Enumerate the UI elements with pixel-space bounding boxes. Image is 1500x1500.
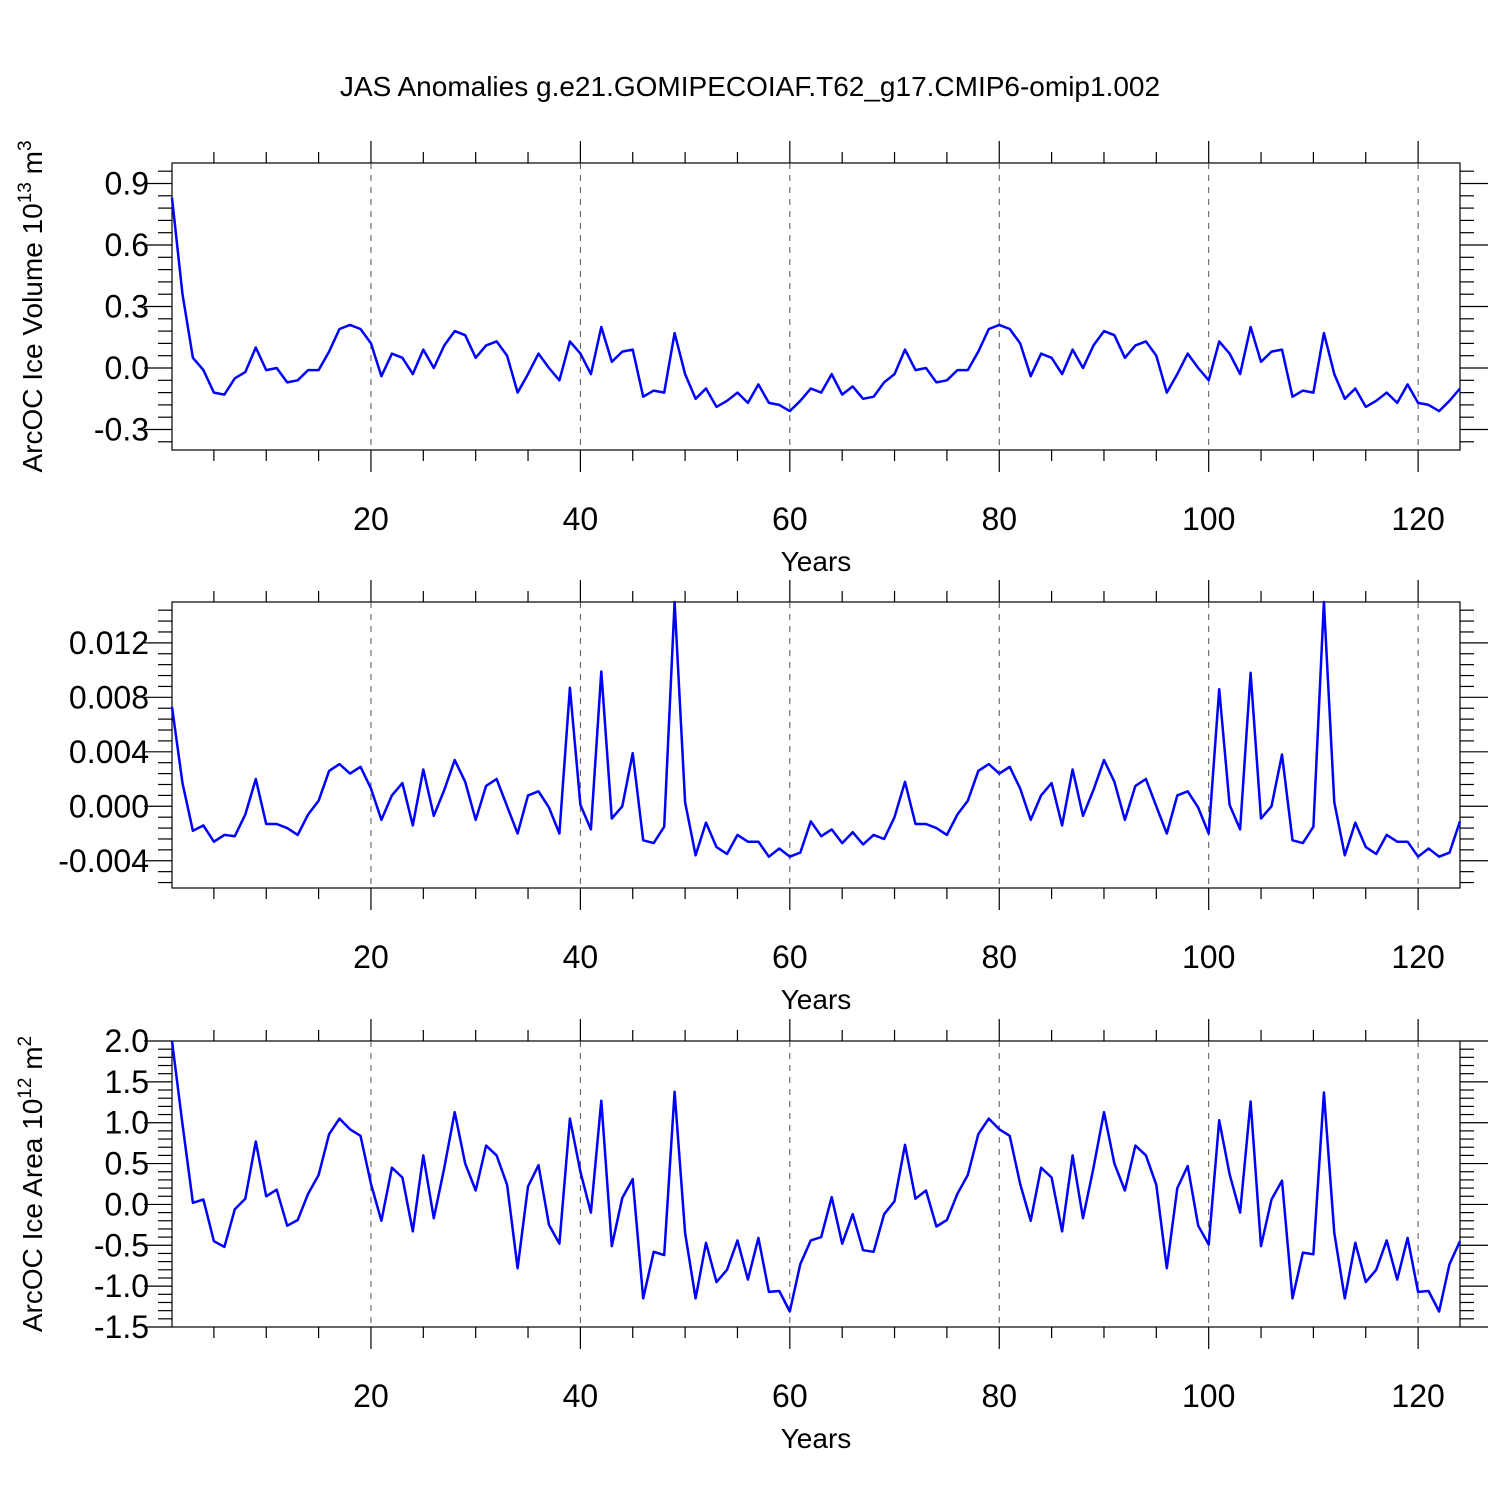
x-tick-label: 40 xyxy=(563,1378,599,1414)
y-tick-label: 0.6 xyxy=(105,227,149,263)
ylabel-unit: m xyxy=(17,1046,48,1077)
ylabel: ArcOC Ice Area 1012 m2 xyxy=(15,1036,48,1332)
plot-frame xyxy=(171,601,1461,889)
y-tick-label: 0.000 xyxy=(69,788,149,824)
x-tick-label: 120 xyxy=(1391,501,1444,537)
y-tick-label: 0.9 xyxy=(105,166,149,202)
y-tick-label: 0.3 xyxy=(105,289,149,325)
ice-area-panel: ArcOC Ice Area 1012 m2 Years 20 40 60 80 100… xyxy=(15,1019,1488,1454)
x-tick-label: 80 xyxy=(981,501,1017,537)
snow-volume-panel: Years 20 40 60 80 100 120 -0.004 0.000 0.004 0.00… xyxy=(58,580,1488,1015)
series-line xyxy=(170,197,1461,413)
series-line xyxy=(170,1040,1462,1313)
y-tick-label: -1.5 xyxy=(94,1309,149,1345)
y-tick-label: 1.0 xyxy=(105,1105,149,1141)
x-tick-label: 80 xyxy=(981,939,1017,975)
x-tick-label: 40 xyxy=(563,501,599,537)
x-tick-label: 80 xyxy=(981,1378,1017,1414)
xlabel: Years xyxy=(781,984,852,1015)
x-tick-label: 100 xyxy=(1182,501,1235,537)
y-tick-label: -0.5 xyxy=(94,1227,149,1263)
ylabel-exponent: 12 xyxy=(15,1078,36,1099)
y-tick-label: 0.0 xyxy=(105,1186,149,1222)
ylabel-main: ArcOC Ice Area 10 xyxy=(17,1099,48,1332)
ylabel-main: ArcOC Ice Volume 10 xyxy=(17,203,48,472)
series-line xyxy=(170,600,1462,858)
y-tick-label: -1.0 xyxy=(94,1268,149,1304)
x-tick-label: 20 xyxy=(353,501,389,537)
xlabel: Years xyxy=(781,546,852,577)
x-tick-label: 100 xyxy=(1182,1378,1235,1414)
y-tick-label: 0.008 xyxy=(69,679,149,715)
ylabel-unit-exponent: 3 xyxy=(15,140,36,151)
y-tick-label: 0.004 xyxy=(69,734,149,770)
ylabel: ArcOC Ice Volume 1013 m3 xyxy=(15,140,48,472)
ice-volume-panel: ArcOC Ice Volume 1013 m3 Years 20 40 60 80 1… xyxy=(15,140,1488,577)
ylabel-unit: m xyxy=(17,151,48,182)
y-tick-label: 0.012 xyxy=(69,625,149,661)
ylabel-unit-exponent: 2 xyxy=(15,1036,36,1047)
x-tick-label: 120 xyxy=(1391,939,1444,975)
plot-frame xyxy=(171,1040,1461,1328)
x-tick-label: 100 xyxy=(1182,939,1235,975)
x-tick-label: 60 xyxy=(772,501,808,537)
main-title: JAS Anomalies g.e21.GOMIPECOIAF.T62_g17.… xyxy=(340,71,1160,102)
y-tick-label: -0.3 xyxy=(94,412,149,448)
plot-frame xyxy=(171,162,1461,451)
y-tick-label: -0.004 xyxy=(58,843,149,879)
x-tick-label: 20 xyxy=(353,1378,389,1414)
y-tick-label: 1.5 xyxy=(105,1064,149,1100)
xlabel: Years xyxy=(781,1423,852,1454)
y-tick-label: 2.0 xyxy=(105,1023,149,1059)
x-tick-label: 60 xyxy=(772,939,808,975)
ylabel-exponent: 13 xyxy=(15,182,36,203)
y-tick-label: 0.0 xyxy=(105,350,149,386)
x-tick-label: 120 xyxy=(1391,1378,1444,1414)
x-tick-label: 40 xyxy=(563,939,599,975)
x-tick-label: 60 xyxy=(772,1378,808,1414)
y-tick-label: 0.5 xyxy=(105,1146,149,1182)
x-tick-label: 20 xyxy=(353,939,389,975)
